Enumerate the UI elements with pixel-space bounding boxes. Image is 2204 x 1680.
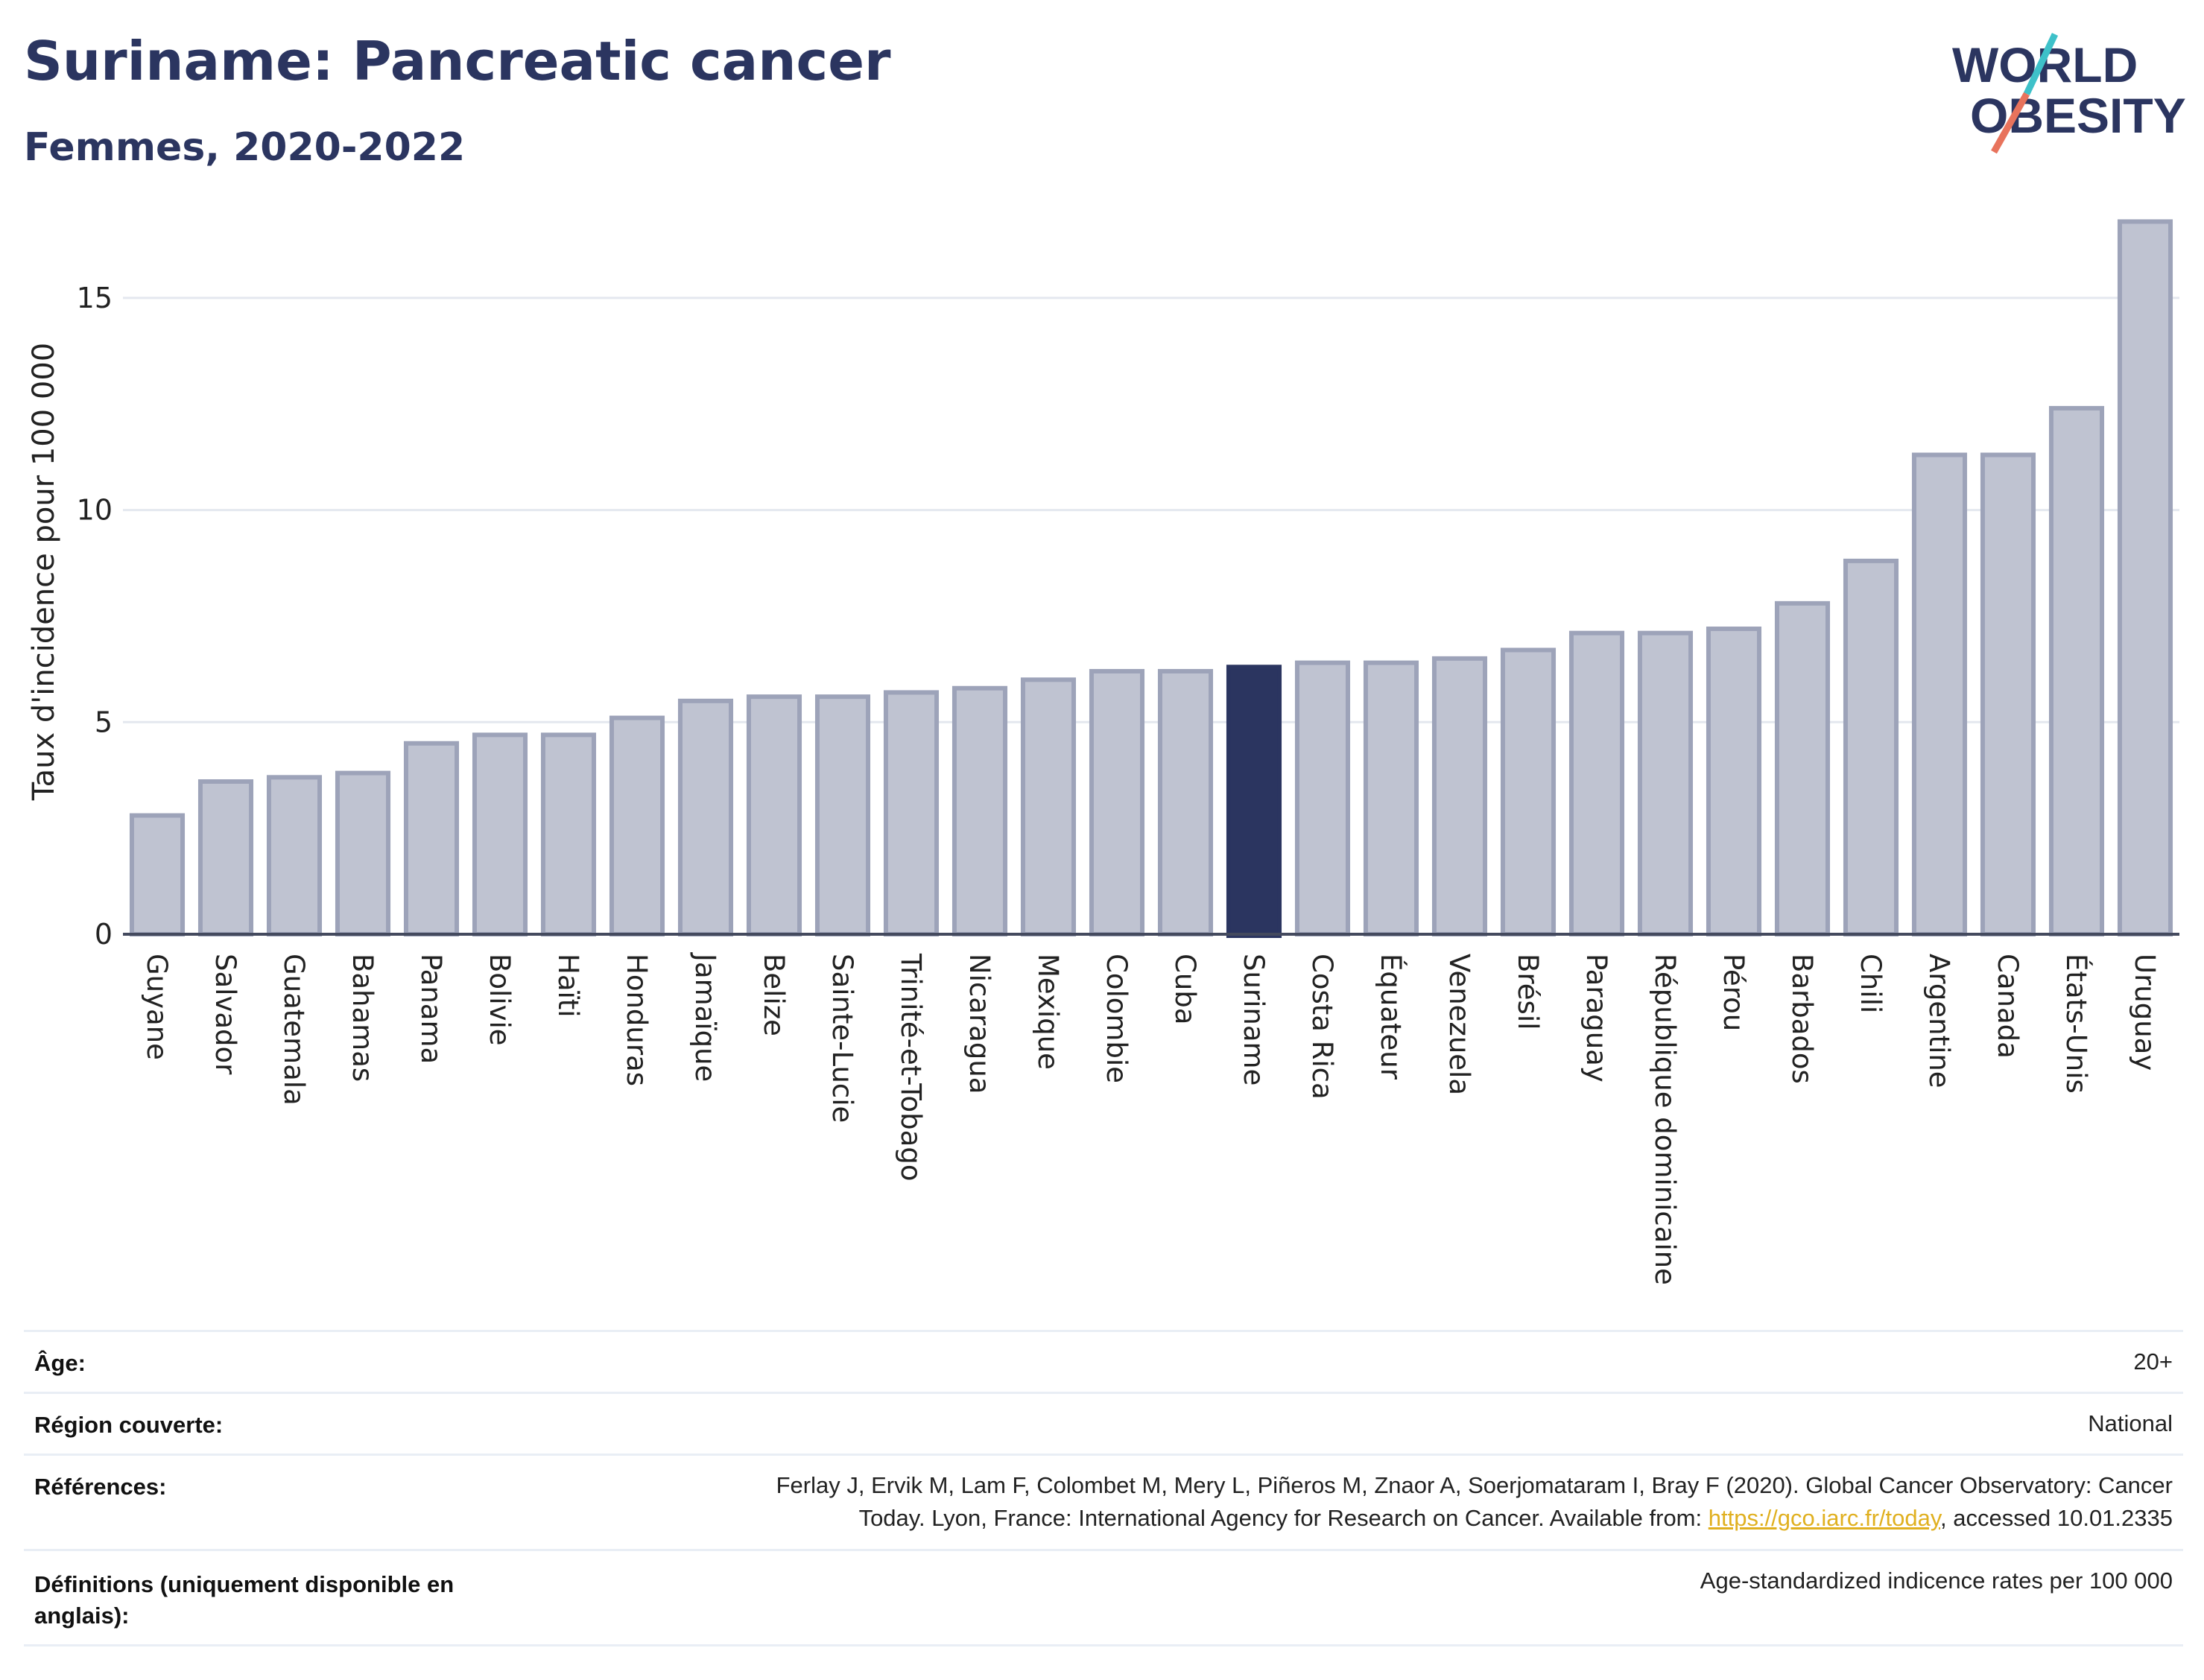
- x-tick-label: Salvador: [209, 954, 241, 1075]
- footer-row-references: Références: Ferlay J, Ervik M, Lam F, Co…: [24, 1454, 2183, 1549]
- y-tick-label: 0: [95, 918, 113, 951]
- footer-bottom-divider: [24, 1644, 2183, 1646]
- bar-bahamas: [335, 770, 391, 936]
- x-tick-label: Sainte-Lucie: [826, 954, 858, 1123]
- y-axis-label: Taux d'incidence pour 100 000: [27, 343, 61, 801]
- reference-line-2-text: Today. Lyon, France: International Agenc…: [858, 1505, 1709, 1531]
- bar-sainte-lucie: [814, 694, 871, 936]
- world-obesity-logo: WORLD OBESITY: [1952, 33, 2186, 154]
- definitions-label-line-1: Définitions (uniquement disponible en: [34, 1571, 455, 1597]
- x-tick-label: États-Unis: [2060, 954, 2093, 1094]
- bar-paraguay: [1568, 630, 1625, 936]
- x-tick-label: Trinité-et-Tobago: [895, 953, 927, 1181]
- bar-br-sil: [1500, 647, 1557, 937]
- x-tick-label: Pérou: [1717, 954, 1749, 1031]
- x-tick-labels: Guyane Salvador Guatemala Bahamas Panama Boli…: [141, 952, 2161, 1285]
- logo-text-world: WORLD: [1952, 37, 2138, 92]
- grid-lines: [123, 297, 2179, 723]
- footer-label-region: Région couverte:: [34, 1412, 224, 1438]
- y-tick-label: 5: [95, 706, 113, 738]
- reference-line-2-accessed: , accessed 10.01.2335: [1940, 1505, 2173, 1531]
- x-tick-label: République dominicaine: [1649, 954, 1681, 1285]
- reference-line-2: Today. Lyon, France: International Agenc…: [776, 1502, 2173, 1535]
- bar-r-publique-dominicaine: [1637, 630, 1694, 936]
- x-tick-label: Bahamas: [346, 954, 379, 1082]
- metadata-footer: Âge: 20+ Région couverte: National Référ…: [24, 1330, 2183, 1646]
- chart-subtitle: Femmes, 2020-2022: [24, 125, 466, 170]
- footer-row-age: Âge: 20+: [24, 1330, 2183, 1392]
- bar-jama-que: [677, 698, 734, 937]
- footer-label-definitions: Définitions (uniquement disponible en an…: [34, 1569, 454, 1632]
- x-tick-label: Colombie: [1101, 954, 1133, 1083]
- reference-line-1: Ferlay J, Ervik M, Lam F, Colombet M, Me…: [776, 1472, 2173, 1498]
- x-tick-label: Nicaragua: [963, 954, 995, 1094]
- logo-slash-teal: [2023, 33, 2059, 95]
- footer-row-region: Région couverte: National: [24, 1392, 2183, 1454]
- x-tick-label: Guatemala: [278, 954, 310, 1106]
- bar-ha-ti: [540, 732, 597, 936]
- x-tick-label: Haïti: [552, 954, 584, 1018]
- footer-row-definitions: Définitions (uniquement disponible en an…: [24, 1549, 2183, 1644]
- x-tick-label: Brésil: [1512, 954, 1544, 1030]
- bar--quateur: [1363, 660, 1419, 936]
- bar-panama: [403, 741, 460, 936]
- bar-argentine: [1911, 452, 1968, 936]
- bar-bolivie: [472, 732, 528, 936]
- x-tick-label: Chili: [1855, 954, 1887, 1013]
- y-tick-labels: 0 5 10 15: [77, 282, 113, 951]
- footer-value-age: 20+: [2133, 1348, 2173, 1375]
- x-tick-label: Belize: [758, 954, 790, 1036]
- bar-colombie: [1089, 668, 1145, 937]
- x-tick-label: Panama: [415, 954, 447, 1064]
- definitions-label-line-2: anglais):: [34, 1603, 130, 1629]
- x-tick-label: Argentine: [1923, 954, 1955, 1088]
- x-tick-label: Suriname: [1238, 954, 1270, 1085]
- footer-label-age: Âge:: [34, 1350, 86, 1376]
- x-tick-label: Équateur: [1375, 954, 1407, 1080]
- bar-guyane: [129, 813, 186, 936]
- bar-uruguay: [2117, 219, 2173, 936]
- bars: [123, 219, 2179, 938]
- bar-costa-rica: [1294, 660, 1351, 936]
- x-tick-label: Venezuela: [1443, 954, 1475, 1095]
- bar-barbados: [1774, 600, 1831, 936]
- bar-trinit-et-tobago: [883, 690, 940, 936]
- x-tick-label: Canada: [1992, 954, 2024, 1059]
- reference-link[interactable]: https://gco.iarc.fr/today: [1708, 1505, 1941, 1531]
- logo-slash-coral: [1991, 92, 2030, 154]
- bar-chili: [1843, 558, 1899, 937]
- x-tick-label: Cuba: [1169, 954, 1201, 1024]
- bar-honduras: [609, 715, 665, 936]
- bar-canada: [1980, 452, 2036, 936]
- x-tick-label: Guyane: [141, 954, 173, 1060]
- x-tick-label: Paraguay: [1580, 954, 1612, 1083]
- x-tick-label: Barbados: [1786, 954, 1818, 1084]
- bar-cuba: [1157, 668, 1214, 937]
- bar-guatemala: [266, 775, 323, 936]
- bar-p-rou: [1706, 627, 1762, 937]
- bar-salvador: [197, 779, 254, 936]
- bar-belize: [746, 694, 802, 936]
- bar-nicaragua: [951, 685, 1008, 936]
- footer-value-region: National: [2088, 1410, 2173, 1436]
- footer-label-references: Références:: [34, 1474, 167, 1500]
- x-tick-label: Uruguay: [2129, 954, 2161, 1071]
- x-tick-label: Mexique: [1032, 954, 1064, 1070]
- y-tick-label: 10: [77, 494, 113, 527]
- bar-suriname: [1226, 665, 1282, 938]
- y-tick-label: 15: [77, 282, 113, 314]
- x-tick-label: Jamaïque: [689, 952, 721, 1082]
- bar--tats-unis: [2048, 405, 2105, 936]
- bar-mexique: [1020, 677, 1077, 937]
- chart-title: Suriname: Pancreatic cancer: [24, 30, 891, 92]
- footer-value-definitions: Age-standardized indicence rates per 100…: [1700, 1568, 2173, 1594]
- x-tick-label: Honduras: [621, 954, 653, 1086]
- footer-value-references: Ferlay J, Ervik M, Lam F, Colombet M, Me…: [776, 1469, 2173, 1535]
- bar-venezuela: [1431, 656, 1488, 936]
- x-tick-label: Costa Rica: [1306, 954, 1338, 1100]
- x-tick-label: Bolivie: [484, 954, 516, 1046]
- bar-chart: 0 5 10 15 Guyane Salvador Guatemala Bahamas Pan…: [27, 219, 2179, 1285]
